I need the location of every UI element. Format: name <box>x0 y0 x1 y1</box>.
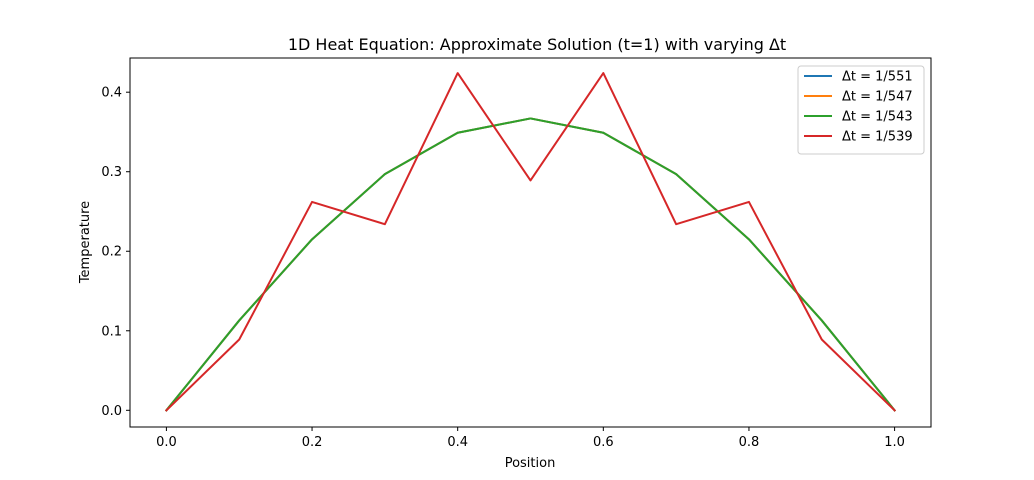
x-tick-label: 0.8 <box>739 435 760 450</box>
x-axis-label: Position <box>505 456 556 471</box>
series-line-2 <box>165 117 896 412</box>
x-tick-label: 0.2 <box>302 435 323 450</box>
x-axis: 0.0 0.2 0.4 0.6 0.8 1.0 <box>156 427 905 450</box>
plot-frame <box>129 57 932 428</box>
x-tick-label: 1.0 <box>884 435 905 450</box>
y-tick-label: 0.1 <box>101 324 122 339</box>
x-tick-label: 0.6 <box>593 435 614 450</box>
legend-entry: Δt = 1/547 <box>842 90 913 105</box>
y-axis-label: Temperature <box>78 201 93 284</box>
legend-box <box>797 65 925 155</box>
y-tick-label: 0.2 <box>101 245 122 260</box>
chart-title: 1D Heat Equation: Approximate Solution (… <box>288 35 786 54</box>
legend: Δt = 1/551 Δt = 1/547 Δt = 1/543 Δt = 1/539 <box>797 65 925 155</box>
plot-area <box>164 72 897 412</box>
x-tick-label: 0.0 <box>156 435 177 450</box>
x-tick-label: 0.4 <box>447 435 468 450</box>
y-axis: 0.0 0.1 0.2 0.3 0.4 <box>101 86 130 419</box>
legend-entry: Δt = 1/551 <box>842 70 913 85</box>
series-line-3 <box>165 117 896 412</box>
y-tick-label: 0.3 <box>101 165 122 180</box>
legend-entry: Δt = 1/543 <box>842 110 913 125</box>
y-tick-label: 0.0 <box>101 404 122 419</box>
y-tick-label: 0.4 <box>101 86 122 101</box>
legend-entry: Δt = 1/539 <box>842 130 913 145</box>
series-line-4 <box>164 72 897 412</box>
series-line-1 <box>165 117 896 412</box>
